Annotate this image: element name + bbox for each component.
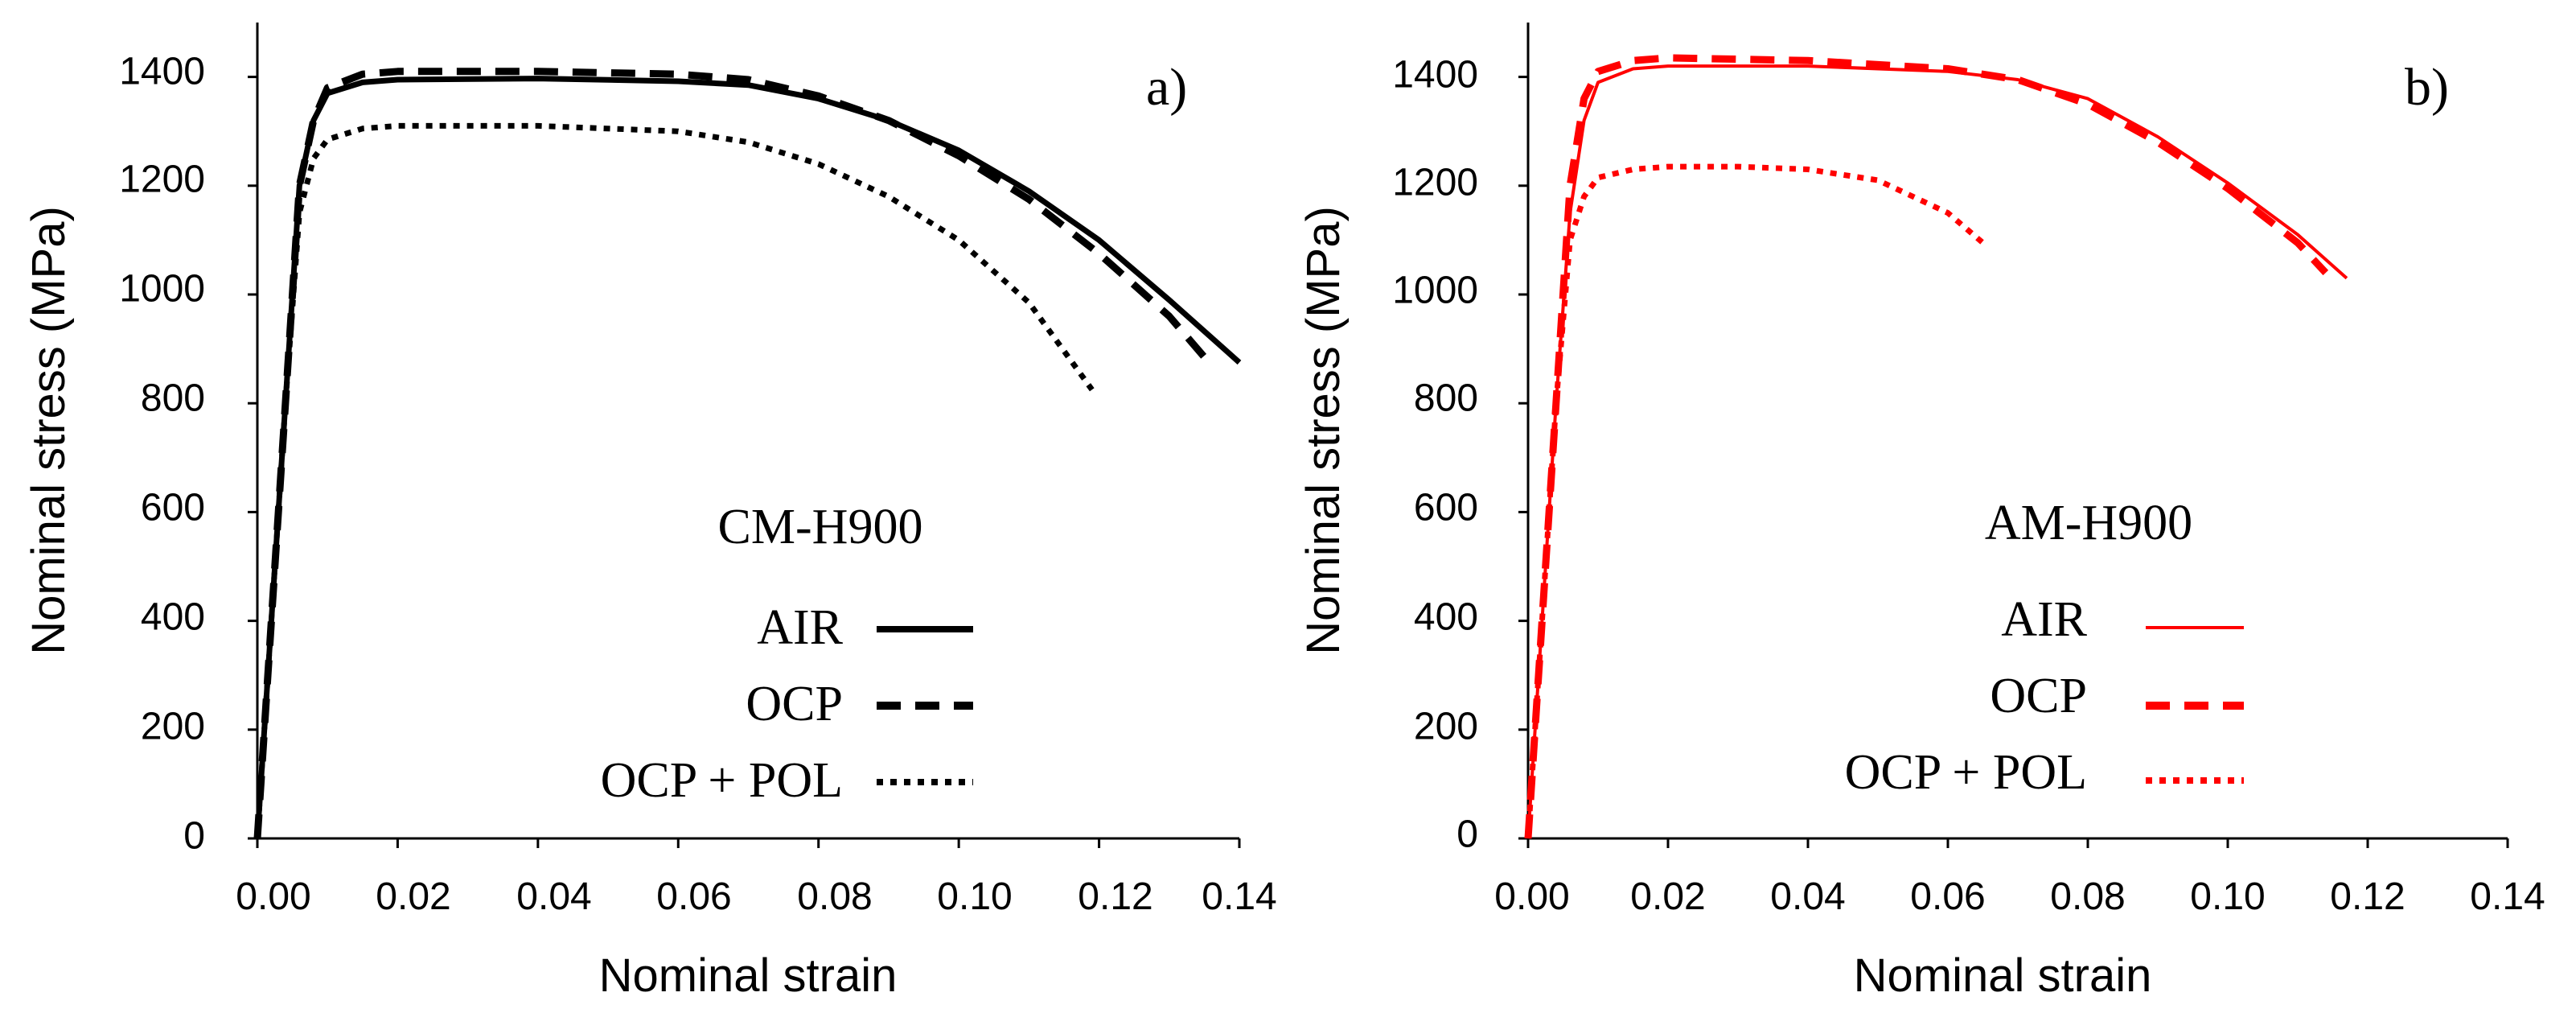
- x-tick-label: 0.14: [1202, 875, 1276, 918]
- legend-a: AIR OCP OCP + POL: [601, 600, 973, 808]
- y-tick-label: 800: [141, 377, 205, 420]
- x-tick-label: 0.02: [1630, 875, 1705, 918]
- y-tick-labels-a: 0 200 400 600 800 1000 1200 1400: [119, 51, 205, 858]
- y-tick-label: 1200: [1392, 162, 1478, 204]
- y-tick-labels-b: 0 200 400 600 800 1000 1200 1400: [1392, 54, 1478, 856]
- y-axis-title-b: Nominal stress (MPa): [1297, 206, 1350, 655]
- series-line-ocp-pol: [1525, 163, 1985, 839]
- y-tick-label: 1000: [119, 268, 205, 311]
- x-tick-label: 0.02: [376, 875, 450, 918]
- y-tick-label: 0: [1456, 813, 1478, 856]
- y-tick-label: 200: [1414, 706, 1478, 748]
- series-group-b: [1524, 54, 2348, 839]
- y-tick-label: 1400: [1392, 54, 1478, 97]
- chart-panel-a: 0 200 400 600 800 1000 1200 1400 0.00 0.…: [23, 23, 1277, 1002]
- x-tick-label: 0.10: [2190, 875, 2265, 918]
- x-axis-title-b: Nominal strain: [1854, 949, 2152, 1002]
- x-tick-label: 0.12: [2330, 875, 2405, 918]
- legend-label-air: AIR: [2001, 592, 2087, 647]
- x-tick-label: 0.00: [1494, 875, 1569, 918]
- x-tick-label: 0.04: [1770, 875, 1845, 918]
- series-line-ocp: [253, 68, 1207, 839]
- x-tick-label: 0.04: [516, 875, 591, 918]
- y-tick-label: 600: [141, 487, 205, 529]
- y-tick-label: 800: [1414, 377, 1478, 420]
- legend-b: AIR OCP OCP + POL: [1845, 592, 2244, 800]
- y-axis-title-a: Nominal stress (MPa): [23, 206, 75, 655]
- y-tick-label: 1400: [119, 51, 205, 93]
- legend-label-ocp: OCP: [746, 677, 843, 731]
- panel-label-b: b): [2405, 58, 2449, 117]
- legend-title-b: AM-H900: [1985, 496, 2192, 550]
- series-group-a: [253, 68, 1242, 839]
- y-tick-label: 1200: [119, 159, 205, 201]
- legend-label-ocp-pol: OCP + POL: [601, 753, 843, 808]
- legend-title-a: CM-H900: [718, 500, 923, 554]
- x-tick-labels-a: 0.00 0.02 0.04 0.06 0.08 0.10 0.12 0.14: [236, 875, 1276, 918]
- series-line-ocp-pol: [254, 122, 1095, 839]
- x-tick-label: 0.14: [2470, 875, 2545, 918]
- series-line-ocp: [1524, 54, 2329, 839]
- ticks-a: [248, 76, 1241, 848]
- x-tick-label: 0.08: [2050, 875, 2125, 918]
- y-tick-label: 200: [141, 706, 205, 748]
- chart-panel-b: 0 200 400 600 800 1000 1200 1400 0.00 0.…: [1297, 23, 2545, 1002]
- ticks-b: [1518, 76, 2509, 848]
- legend-label-ocp-pol: OCP + POL: [1845, 745, 2087, 800]
- y-tick-label: 400: [1414, 596, 1478, 639]
- x-tick-label: 0.00: [236, 875, 310, 918]
- legend-label-ocp: OCP: [1990, 669, 2087, 723]
- y-tick-label: 400: [141, 596, 205, 639]
- y-tick-label: 1000: [1392, 270, 1478, 312]
- y-tick-label: 0: [183, 815, 205, 858]
- x-tick-label: 0.06: [656, 875, 731, 918]
- x-tick-label: 0.10: [937, 875, 1012, 918]
- x-axis-title-a: Nominal strain: [599, 949, 898, 1002]
- x-tick-label: 0.12: [1078, 875, 1152, 918]
- series-line-air: [1526, 64, 2348, 839]
- y-tick-label: 600: [1414, 487, 1478, 529]
- x-tick-labels-b: 0.00 0.02 0.04 0.06 0.08 0.10 0.12 0.14: [1494, 875, 2545, 918]
- x-tick-label: 0.06: [1910, 875, 1985, 918]
- panel-label-a: a): [1146, 58, 1187, 117]
- x-tick-label: 0.08: [797, 875, 872, 918]
- legend-label-air: AIR: [757, 600, 843, 655]
